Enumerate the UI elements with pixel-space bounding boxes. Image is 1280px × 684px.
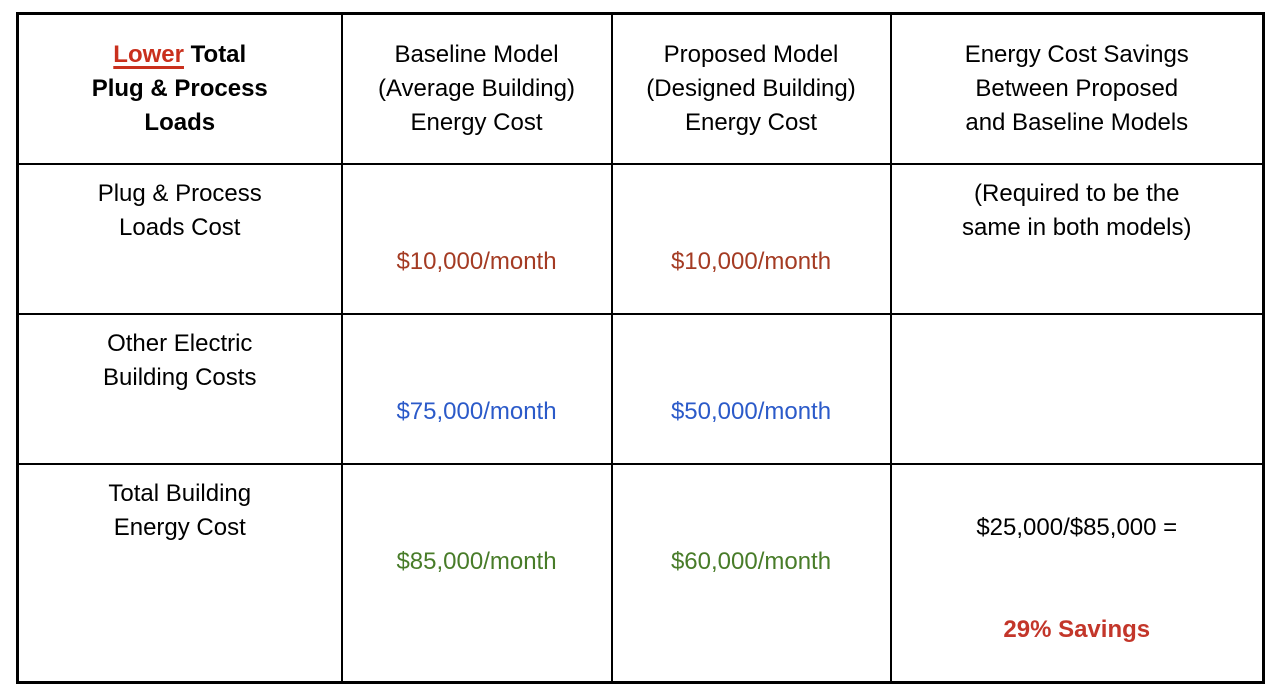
cell-savings-calculation: $25,000/$85,000 = 29% Savings xyxy=(889,462,1265,683)
cell-proposed-total-cost: $60,000/month xyxy=(610,462,892,683)
baseline-total-value: $85,000/month xyxy=(396,547,557,575)
savings-percent-result: 29% Savings xyxy=(1003,615,1151,643)
cell-baseline-plug-loads-cost: $10,000/month xyxy=(340,162,613,315)
baseline-plug-loads-value: $10,000/month xyxy=(396,247,557,275)
lower-highlight-text: Lower xyxy=(113,40,184,68)
header-baseline-model: Baseline Model (Average Building) Energy… xyxy=(340,12,613,165)
table-row-plug-process-loads: Plug & Process Loads Cost $10,000/month … xyxy=(16,162,1265,315)
header-col1-rest-text: Total Plug & Process Loads xyxy=(91,40,268,136)
cell-proposed-plug-loads-cost: $10,000/month xyxy=(610,162,892,315)
energy-table: Lower Total Plug & Process Loads Baselin… xyxy=(16,12,1265,684)
table-row-total-building: Total Building Energy Cost $85,000/month… xyxy=(16,462,1265,683)
proposed-plug-loads-value: $10,000/month xyxy=(670,247,832,275)
cell-savings-note-required-same: (Required to be the same in both models) xyxy=(889,162,1265,315)
cell-baseline-other-electric-cost: $75,000/month xyxy=(340,312,613,465)
row-label-plug-process-loads-cost: Plug & Process Loads Cost xyxy=(16,162,343,315)
row-label-other-electric-building-costs: Other Electric Building Costs xyxy=(16,312,343,465)
table-row-other-electric: Other Electric Building Costs $75,000/mo… xyxy=(16,312,1265,465)
cell-proposed-other-electric-cost: $50,000/month xyxy=(610,312,892,465)
proposed-other-electric-value: $50,000/month xyxy=(670,397,832,425)
energy-cost-comparison-table: Lower Total Plug & Process Loads Baselin… xyxy=(16,12,1265,684)
savings-calc-expression: $25,000/$85,000 = xyxy=(976,513,1178,541)
cell-baseline-total-cost: $85,000/month xyxy=(340,462,613,683)
header-proposed-model: Proposed Model (Designed Building) Energ… xyxy=(610,12,892,165)
proposed-total-value: $60,000/month xyxy=(670,547,832,575)
row-label-total-building-energy-cost: Total Building Energy Cost xyxy=(16,462,343,683)
header-row: Lower Total Plug & Process Loads Baselin… xyxy=(16,12,1265,165)
cell-savings-other-electric-empty xyxy=(889,312,1265,465)
baseline-other-electric-value: $75,000/month xyxy=(396,397,557,425)
header-energy-cost-savings: Energy Cost Savings Between Proposed and… xyxy=(889,12,1265,165)
header-lower-plug-process-loads: Lower Total Plug & Process Loads xyxy=(16,12,343,165)
